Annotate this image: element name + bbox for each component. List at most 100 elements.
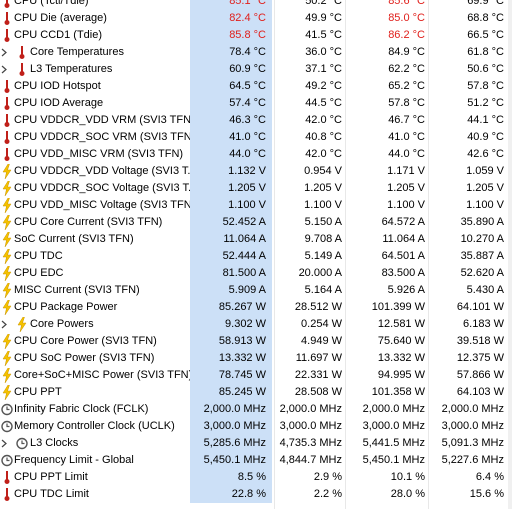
- sensor-row[interactable]: CPU TDC Limit 22.8 % 2.2 % 28.0 % 15.6 %: [0, 486, 512, 503]
- sensor-name: Memory Controller Clock (UCLK): [14, 420, 175, 432]
- sensor-row[interactable]: CPU CCD1 (Tdie) 85.8 °C 41.5 °C 86.2 °C 66.5…: [0, 27, 512, 44]
- maximum-value: 64.572 A: [381, 216, 425, 228]
- current-value: 11.064 A: [190, 231, 272, 248]
- current-value: 46.3 °C: [190, 112, 272, 129]
- thermometer-icon: [4, 29, 10, 42]
- maximum-value: 12.581 W: [377, 318, 425, 330]
- column-divider: [428, 0, 429, 509]
- expand-chevron-icon[interactable]: [0, 65, 8, 74]
- current-value: 82.4 °C: [190, 10, 272, 27]
- sensor-name: CPU VDDCR_SOC Voltage (SVI3 T...: [14, 182, 192, 194]
- vertical-scrollbar[interactable]: [508, 0, 512, 509]
- sensor-row[interactable]: CPU PPT Limit 8.5 % 2.9 % 10.1 % 6.4 %: [0, 469, 512, 486]
- sensor-name: Core+SoC+MISC Power (SVI3 TFN): [14, 369, 192, 381]
- current-value: 1.100 V: [190, 197, 272, 214]
- average-value: 35.890 A: [460, 216, 504, 228]
- sensor-row[interactable]: CPU VDDCR_VDD Voltage (SVI3 T... 1.132 V 0…: [0, 163, 512, 180]
- sensor-row[interactable]: CPU EDC 81.500 A 20.000 A 83.500 A 52.620 A: [0, 265, 512, 282]
- sensor-row[interactable]: CPU IOD Average 57.4 °C 44.5 °C 57.8 °C 51.2…: [0, 95, 512, 112]
- maximum-value: 57.8 °C: [388, 97, 425, 109]
- sensor-row[interactable]: CPU Core Power (SVI3 TFN) 58.913 W 4.949 W…: [0, 333, 512, 350]
- sensor-name: SoC Current (SVI3 TFN): [14, 233, 134, 245]
- current-value: 5,450.1 MHz: [190, 452, 272, 469]
- sensor-row[interactable]: CPU PPT 85.245 W 28.508 W 101.358 W 64.103 W: [0, 384, 512, 401]
- sensor-row[interactable]: L3 Clocks 5,285.6 MHz 4,735.3 MHz 5,441.5 M…: [0, 435, 512, 452]
- sensor-name: CPU VDDCR_VDD Voltage (SVI3 T...: [14, 165, 192, 177]
- maximum-value: 11.064 A: [382, 233, 425, 245]
- expand-chevron-icon[interactable]: [0, 320, 8, 329]
- sensor-row[interactable]: CPU SoC Power (SVI3 TFN) 13.332 W 11.697 W…: [0, 350, 512, 367]
- maximum-value: 41.0 °C: [388, 131, 425, 143]
- maximum-value: 101.399 W: [371, 301, 425, 313]
- sensor-row[interactable]: CPU Package Power 85.267 W 28.512 W 101.399…: [0, 299, 512, 316]
- sensor-row[interactable]: CPU IOD Hotspot 64.5 °C 49.2 °C 65.2 °C 57.8…: [0, 78, 512, 95]
- current-value: 78.745 W: [190, 367, 272, 384]
- sensor-row[interactable]: Infinity Fabric Clock (FCLK) 2,000.0 MHz 2…: [0, 401, 512, 418]
- sensor-name: CPU (Tctl/Tdie): [14, 0, 89, 7]
- average-value: 69.9 °C: [467, 0, 504, 7]
- maximum-value: 101.358 W: [371, 386, 425, 398]
- sensor-row[interactable]: Core Powers 9.302 W 0.254 W 12.581 W 6.183 W: [0, 316, 512, 333]
- average-value: 5.430 A: [466, 284, 504, 296]
- maximum-value: 44.0 °C: [388, 148, 425, 160]
- current-value: 13.332 W: [190, 350, 272, 367]
- minimum-value: 11.697 W: [295, 352, 342, 364]
- sensor-row[interactable]: CPU VDD_MISC Voltage (SVI3 TFN) 1.100 V 1.…: [0, 197, 512, 214]
- expand-chevron-icon[interactable]: [0, 439, 8, 448]
- average-value: 68.8 °C: [467, 12, 504, 24]
- sensor-name: L3 Clocks: [30, 437, 79, 449]
- sensor-row[interactable]: CPU (Tctl/Tdie) 85.1 °C 50.2 °C 85.6 °C 69.9…: [0, 0, 512, 10]
- sensor-row[interactable]: Core Temperatures 78.4 °C 36.0 °C 84.9 °C 61…: [0, 44, 512, 61]
- current-value: 85.8 °C: [190, 27, 272, 44]
- sensor-name: CPU TDC: [14, 250, 63, 262]
- average-value: 6.4 %: [475, 471, 504, 483]
- minimum-value: 42.0 °C: [305, 114, 342, 126]
- minimum-value: 28.512 W: [294, 301, 342, 313]
- minimum-value: 41.5 °C: [305, 29, 342, 41]
- sensor-row[interactable]: Core+SoC+MISC Power (SVI3 TFN) 78.745 W 22…: [0, 367, 512, 384]
- sensor-row[interactable]: Frequency Limit - Global 5,450.1 MHz 4,844…: [0, 452, 512, 469]
- average-value: 1.205 V: [466, 182, 504, 194]
- average-value: 6.183 W: [463, 318, 504, 330]
- maximum-value: 1.100 V: [387, 199, 425, 211]
- maximum-value: 94.995 W: [377, 369, 425, 381]
- sensor-row[interactable]: CPU VDD_MISC VRM (SVI3 TFN) 44.0 °C 42.0 °…: [0, 146, 512, 163]
- sensor-name: CPU Core Current (SVI3 TFN): [14, 216, 163, 228]
- lightning-icon: [2, 283, 12, 298]
- average-value: 61.8 °C: [467, 46, 504, 58]
- sensor-row[interactable]: Memory Controller Clock (UCLK) 3,000.0 MH…: [0, 418, 512, 435]
- minimum-value: 44.5 °C: [305, 97, 342, 109]
- average-value: 10.270 A: [460, 233, 504, 245]
- sensor-row[interactable]: CPU VDDCR_VDD VRM (SVI3 TFN) 46.3 °C 42.0 …: [0, 112, 512, 129]
- lightning-icon: [17, 317, 27, 332]
- sensor-row[interactable]: L3 Temperatures 60.9 °C 37.1 °C 62.2 °C 50.6…: [0, 61, 512, 78]
- current-value: 9.302 W: [190, 316, 272, 333]
- sensor-row[interactable]: CPU TDC 52.444 A 5.149 A 64.501 A 35.887 A: [0, 248, 512, 265]
- maximum-value: 46.7 °C: [388, 114, 425, 126]
- average-value: 57.8 °C: [467, 80, 504, 92]
- lightning-icon: [2, 215, 12, 230]
- sensor-name: CPU Package Power: [14, 301, 118, 313]
- thermometer-icon: [4, 97, 10, 110]
- sensor-row[interactable]: CPU Core Current (SVI3 TFN) 52.452 A 5.150…: [0, 214, 512, 231]
- lightning-icon: [2, 249, 12, 264]
- sensor-row[interactable]: CPU Die (average) 82.4 °C 49.9 °C 85.0 °C 68…: [0, 10, 512, 27]
- expand-chevron-icon[interactable]: [0, 48, 8, 57]
- average-value: 64.101 W: [456, 301, 504, 313]
- lightning-icon: [2, 368, 12, 383]
- minimum-value: 2.9 %: [313, 471, 342, 483]
- average-value: 1.059 V: [466, 165, 504, 177]
- current-value: 78.4 °C: [190, 44, 272, 61]
- minimum-value: 42.0 °C: [305, 148, 342, 160]
- minimum-value: 2.2 %: [313, 488, 342, 500]
- average-value: 15.6 %: [469, 488, 504, 500]
- lightning-icon: [2, 181, 12, 196]
- sensor-row[interactable]: MISC Current (SVI3 TFN) 5.909 A 5.164 A 5.9…: [0, 282, 512, 299]
- minimum-value: 20.000 A: [298, 267, 342, 279]
- sensor-name: CPU TDC Limit: [14, 488, 89, 500]
- current-value: 60.9 °C: [190, 61, 272, 78]
- clock-icon: [1, 403, 13, 416]
- sensor-row[interactable]: CPU VDDCR_SOC VRM (SVI3 TFN) 41.0 °C 40.8 …: [0, 129, 512, 146]
- sensor-row[interactable]: SoC Current (SVI3 TFN) 11.064 A 9.708 A 11.…: [0, 231, 512, 248]
